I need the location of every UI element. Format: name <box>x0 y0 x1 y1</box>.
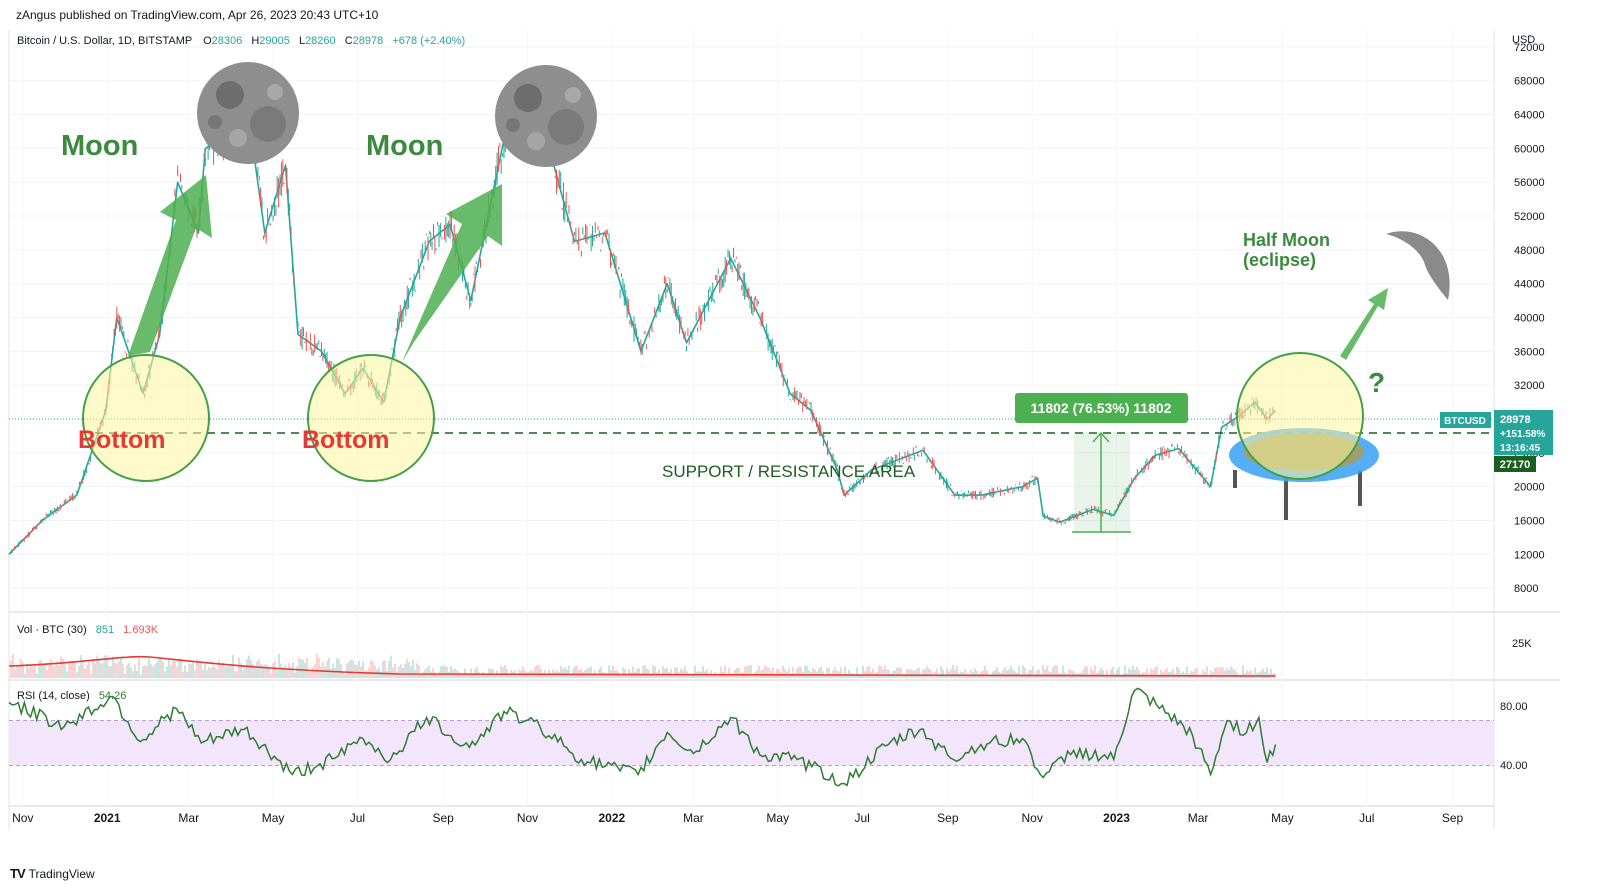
question-mark: ? <box>1368 367 1385 398</box>
time-axis-label: Mar <box>178 811 199 825</box>
bottom-label-1: Bottom <box>78 426 165 454</box>
half-moon-icon <box>1386 231 1450 300</box>
price-tick-label: 52000 <box>1514 211 1545 223</box>
bottom-label-2: Bottom <box>302 426 389 454</box>
full-moon-icon <box>197 62 299 164</box>
support-resistance-label: SUPPORT / RESISTANCE AREA <box>662 462 916 481</box>
price-tick-label: 68000 <box>1514 76 1545 88</box>
half-moon-target-circle <box>1236 352 1364 480</box>
tradingview-brand-text: TradingView <box>28 866 95 881</box>
price-tick-label: 44000 <box>1514 279 1545 291</box>
price-legend: Bitcoin / U.S. Dollar, 1D, BITSTAMP O283… <box>17 35 465 702</box>
legend-open: 28306 <box>212 35 243 47</box>
time-axis-label: Jul <box>854 811 869 825</box>
time-axis-label: Jul <box>350 811 365 825</box>
price-tick-label: 64000 <box>1514 110 1545 122</box>
measure-tool[interactable]: 11802 (76.53%) 11802 <box>1015 393 1188 533</box>
time-axis-label: Nov <box>12 811 33 825</box>
price-tick-label: 12000 <box>1514 549 1545 561</box>
full-moon-icon <box>495 65 597 167</box>
svg-text:Bitcoin / U.S. Dollar, 1D, BIT: Bitcoin / U.S. Dollar, 1D, BITSTAMP O283… <box>17 35 465 47</box>
volume-bars <box>8 653 1276 678</box>
price-tick-label: 16000 <box>1514 515 1545 527</box>
rsi-value: 54.26 <box>99 690 127 702</box>
measure-label: 11802 (76.53%) 11802 <box>1031 400 1172 416</box>
time-axis-label: 2021 <box>94 811 121 825</box>
svg-text:Vol · BTC (30) 851: Vol · BTC (30) 851 1.693K <box>17 624 159 636</box>
rsi-band <box>9 720 1494 766</box>
rsi-band-fill <box>9 720 1494 766</box>
support-level-tag: 27170 <box>1500 459 1531 471</box>
rsi-label: RSI (14, close) <box>17 690 90 702</box>
time-axis: Nov 2021 Mar May Jul Sep Nov 2022 Mar May Jul Sep No… <box>12 811 1463 825</box>
tradingview-footer[interactable]: TV TradingView <box>10 866 95 881</box>
up-arrow-2 <box>402 184 502 362</box>
time-axis-label: Sep <box>937 811 959 825</box>
volume-ma: 1.693K <box>123 624 159 636</box>
rsi-axis-tick-40: 40.00 <box>1500 760 1528 772</box>
volume-value: 851 <box>96 624 114 636</box>
price-tick-label: 72000 <box>1514 42 1545 54</box>
bottom-circle-1 <box>82 354 210 482</box>
price-tick-label: 56000 <box>1514 177 1545 189</box>
time-axis-label: May <box>766 811 789 825</box>
price-axis-currency: USD <box>1512 34 1535 46</box>
time-axis-label: May <box>262 811 285 825</box>
bottom-circle-2 <box>307 354 435 482</box>
legend-close-label: C <box>345 35 353 47</box>
price-tick-label: 20000 <box>1514 482 1545 494</box>
price-tick-label: 32000 <box>1514 380 1545 392</box>
legend-open-label: O <box>203 35 212 47</box>
up-arrow-1 <box>128 175 212 356</box>
tradingview-logo-icon: TV <box>10 866 26 881</box>
volume-label: Vol · BTC (30) <box>17 624 87 636</box>
half-moon-label-line1: Half Moon <box>1243 230 1330 250</box>
rsi-series[interactable] <box>8 687 1277 787</box>
legend-low: 28260 <box>305 35 336 47</box>
rsi-axis-tick-80: 80.00 <box>1500 701 1528 713</box>
moon-label-2: Moon <box>366 130 443 162</box>
price-tags: BTCUSD 28978 +151.58% 13:16:45 27170 <box>1440 410 1553 472</box>
price-tick-label: 36000 <box>1514 346 1545 358</box>
price-tick-label: 40000 <box>1514 313 1545 325</box>
volume-axis-tick: 25K <box>1512 638 1532 650</box>
volume-ma-line <box>8 655 1276 677</box>
time-axis-label: Nov <box>1022 811 1043 825</box>
legend-low-label: L <box>299 35 305 47</box>
publisher-line: zAngus published on TradingView.com, Apr… <box>16 8 379 22</box>
price-tick-label: 48000 <box>1514 245 1545 257</box>
rsi-line <box>8 687 1277 787</box>
half-moon-label-line2: (eclipse) <box>1243 250 1316 270</box>
time-axis-label: Sep <box>432 811 454 825</box>
time-axis-label: Mar <box>1188 811 1209 825</box>
countdown-tag: 13:16:45 <box>1500 443 1540 454</box>
time-axis-label: Mar <box>683 811 704 825</box>
up-arrow-3 <box>1340 288 1388 360</box>
time-axis-label: Sep <box>1442 811 1464 825</box>
last-price-tag: 28978 <box>1500 414 1531 426</box>
svg-text:RSI (14, close) 54.26: RSI (14, close) 54.26 <box>17 690 126 702</box>
price-tick-label: 60000 <box>1514 143 1545 155</box>
time-axis-label: Jul <box>1359 811 1374 825</box>
price-axis-ticks: 72000 68000 64000 60000 56000 52000 48000 44000… <box>1514 42 1545 595</box>
legend-close: 28978 <box>353 35 384 47</box>
time-axis-label: 2023 <box>1103 811 1130 825</box>
time-axis-label: 2022 <box>598 811 625 825</box>
moon-label-1: Moon <box>61 130 138 162</box>
change-pct-tag: +151.58% <box>1500 429 1545 440</box>
legend-symbol: Bitcoin / U.S. Dollar, 1D, BITSTAMP <box>17 35 192 47</box>
time-axis-label: May <box>1271 811 1294 825</box>
price-grid <box>9 30 1494 806</box>
symbol-tag: BTCUSD <box>1444 416 1486 427</box>
legend-high-label: H <box>251 35 259 47</box>
legend-high: 29005 <box>259 35 290 47</box>
price-tick-label: 8000 <box>1514 583 1538 595</box>
time-axis-label: Nov <box>517 811 538 825</box>
legend-change: +678 (+2.40%) <box>392 35 465 47</box>
